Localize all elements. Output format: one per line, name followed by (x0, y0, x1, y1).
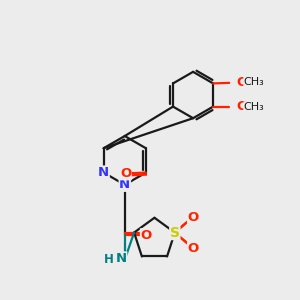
Text: S: S (170, 226, 180, 240)
Text: H: H (104, 253, 114, 266)
Text: N: N (98, 166, 109, 179)
Text: O: O (188, 211, 199, 224)
Text: O: O (236, 76, 247, 89)
Text: CH₃: CH₃ (244, 102, 264, 112)
Text: N: N (116, 252, 127, 265)
Text: N: N (119, 178, 130, 191)
Text: O: O (236, 100, 247, 113)
Text: O: O (140, 229, 152, 242)
Text: CH₃: CH₃ (244, 77, 264, 87)
Text: O: O (188, 242, 199, 254)
Text: O: O (120, 167, 131, 180)
